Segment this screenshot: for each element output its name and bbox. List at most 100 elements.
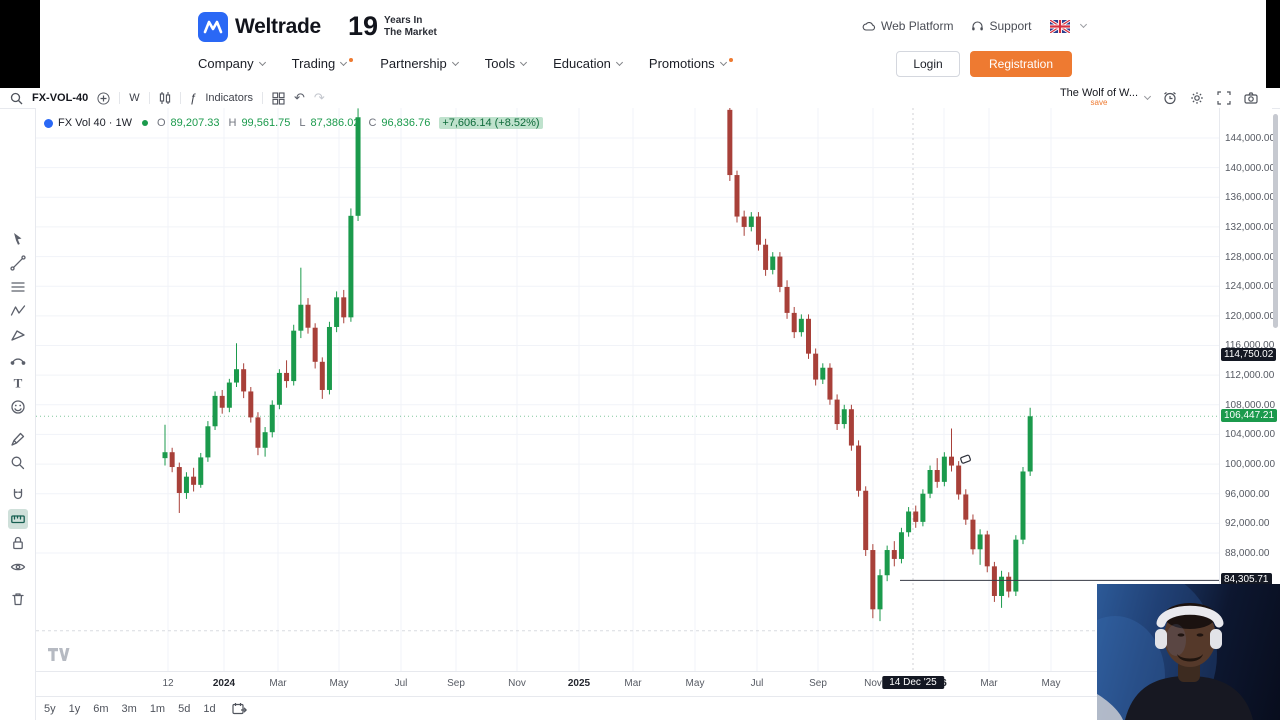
projection-tool[interactable] bbox=[8, 325, 28, 345]
nav-item-company[interactable]: Company bbox=[198, 56, 266, 71]
candle-body bbox=[1013, 539, 1019, 592]
redo-icon[interactable]: ↷ bbox=[313, 90, 325, 105]
settings-gear-icon[interactable] bbox=[1190, 91, 1204, 105]
candle-body bbox=[183, 476, 189, 493]
high-value: 99,561.75 bbox=[241, 117, 291, 129]
alert-clock-icon[interactable] bbox=[1163, 91, 1177, 105]
range-3m[interactable]: 3m bbox=[121, 702, 137, 715]
mouse-cursor bbox=[960, 454, 971, 464]
time-label: 2025 bbox=[567, 678, 591, 689]
compare-add-icon[interactable] bbox=[97, 91, 110, 105]
price-chart-canvas[interactable] bbox=[36, 108, 1219, 671]
hide-drawings-tool[interactable] bbox=[8, 557, 28, 577]
time-axis[interactable]: 12 2024 Mar May Jul Sep Nov 2025 Mar May Jul Sep Nov… bbox=[36, 671, 1272, 696]
interval-button[interactable]: W bbox=[129, 92, 140, 104]
crosshair-date-label: 14 Dec '25 bbox=[882, 676, 944, 689]
pattern-tool[interactable] bbox=[8, 301, 28, 321]
support-link[interactable]: Support bbox=[971, 19, 1032, 33]
candle-body bbox=[291, 330, 297, 382]
range-5d[interactable]: 5d bbox=[178, 702, 191, 715]
candle-body bbox=[326, 326, 332, 390]
nav-item-partnership[interactable]: Partnership bbox=[380, 56, 459, 71]
text-tool[interactable]: T bbox=[8, 373, 28, 393]
webcam-overlay bbox=[1097, 584, 1280, 720]
candle-body bbox=[319, 361, 325, 390]
time-label: 6 bbox=[941, 678, 947, 689]
tradingview-logo[interactable] bbox=[48, 648, 70, 666]
candle-body bbox=[970, 519, 976, 550]
price-label: 96,000.00 bbox=[1225, 488, 1270, 500]
candle-body bbox=[755, 216, 761, 245]
chart-toolbar: FX-VOL-40 W ƒ Indicators ↶ ↷ The Wolf of… bbox=[0, 88, 1280, 109]
candle-body bbox=[927, 469, 933, 494]
symbol-search-icon[interactable] bbox=[10, 92, 23, 105]
save-label[interactable]: save bbox=[1090, 98, 1108, 107]
candle-body bbox=[784, 286, 790, 313]
chevron-down-icon bbox=[1143, 92, 1152, 101]
cursor-tool[interactable] bbox=[8, 229, 28, 249]
trend-line-tool[interactable] bbox=[8, 253, 28, 273]
candle-body bbox=[884, 550, 890, 576]
registration-button[interactable]: Registration bbox=[970, 51, 1072, 77]
undo-icon[interactable]: ↶ bbox=[294, 90, 305, 105]
snapshot-camera-icon[interactable] bbox=[1244, 92, 1258, 104]
price-label: 132,000.00 bbox=[1225, 221, 1276, 233]
nav-item-tools[interactable]: Tools bbox=[485, 56, 528, 71]
time-label: Mar bbox=[624, 678, 642, 689]
delete-drawings-tool[interactable] bbox=[8, 589, 28, 609]
nav-item-promotions[interactable]: Promotions bbox=[649, 56, 733, 71]
candle-body bbox=[870, 550, 876, 610]
candle-body bbox=[262, 432, 268, 448]
candle-body bbox=[212, 395, 218, 427]
time-label: Sep bbox=[809, 678, 827, 689]
page-scrollbar[interactable] bbox=[1273, 114, 1278, 328]
price-label: 124,000.00 bbox=[1225, 281, 1276, 293]
indicators-button[interactable]: Indicators bbox=[205, 92, 254, 104]
chevron-down-icon bbox=[719, 58, 727, 66]
chevron-down-icon bbox=[615, 58, 623, 66]
magnet-tool[interactable] bbox=[8, 485, 28, 505]
measure-tool[interactable] bbox=[8, 509, 28, 529]
candle-body bbox=[841, 409, 847, 425]
candle-body bbox=[162, 452, 168, 459]
range-5y[interactable]: 5y bbox=[44, 702, 56, 715]
language-selector[interactable] bbox=[1049, 19, 1087, 33]
candle-body bbox=[269, 404, 275, 433]
legend-title[interactable]: FX Vol 40 · 1W bbox=[58, 117, 132, 129]
range-6m[interactable]: 6m bbox=[93, 702, 109, 715]
candle-body bbox=[956, 465, 962, 495]
zoom-tool[interactable] bbox=[8, 453, 28, 473]
price-label: 140,000.00 bbox=[1225, 162, 1276, 174]
chevron-down-icon bbox=[1079, 20, 1087, 29]
weltrade-logo-icon bbox=[198, 12, 228, 42]
price-axis[interactable]: 144,000.00 140,000.00 136,000.00 132,000.00… bbox=[1219, 108, 1278, 671]
uk-flag-icon bbox=[1049, 19, 1070, 33]
candle-body bbox=[205, 426, 211, 458]
candle-body bbox=[791, 312, 797, 333]
nav-item-education[interactable]: Education bbox=[553, 56, 623, 71]
range-1d[interactable]: 1d bbox=[203, 702, 216, 715]
fullscreen-icon[interactable] bbox=[1217, 91, 1231, 105]
symbol-name[interactable]: FX-VOL-40 bbox=[32, 92, 89, 104]
layout-grid-icon[interactable] bbox=[272, 91, 285, 105]
layout-name-menu[interactable]: The Wolf of W... save bbox=[1059, 87, 1138, 108]
nav-item-trading[interactable]: Trading bbox=[292, 56, 354, 71]
candle-body bbox=[963, 494, 969, 520]
lock-tool[interactable] bbox=[8, 533, 28, 553]
brush-tool[interactable] bbox=[8, 429, 28, 449]
price-label: 116,000.00 bbox=[1225, 340, 1275, 352]
logo-link[interactable]: Weltrade bbox=[198, 12, 321, 42]
fib-retracement-tool[interactable] bbox=[8, 277, 28, 297]
candle-body bbox=[798, 318, 804, 333]
price-label: 136,000.00 bbox=[1225, 192, 1276, 204]
range-1y[interactable]: 1y bbox=[68, 702, 81, 715]
candle-style-icon[interactable] bbox=[159, 91, 171, 105]
web-platform-link[interactable]: Web Platform bbox=[862, 19, 953, 33]
go-to-date-button[interactable] bbox=[231, 702, 247, 715]
login-button[interactable]: Login bbox=[896, 51, 960, 77]
range-1m[interactable]: 1m bbox=[149, 702, 166, 715]
emoji-tool[interactable] bbox=[8, 397, 28, 417]
chart-legend: FX Vol 40 · 1W O 89,207.33 H 99,561.75 L 87… bbox=[44, 117, 543, 129]
cloud-icon bbox=[862, 21, 876, 31]
arc-tool[interactable] bbox=[8, 349, 28, 369]
